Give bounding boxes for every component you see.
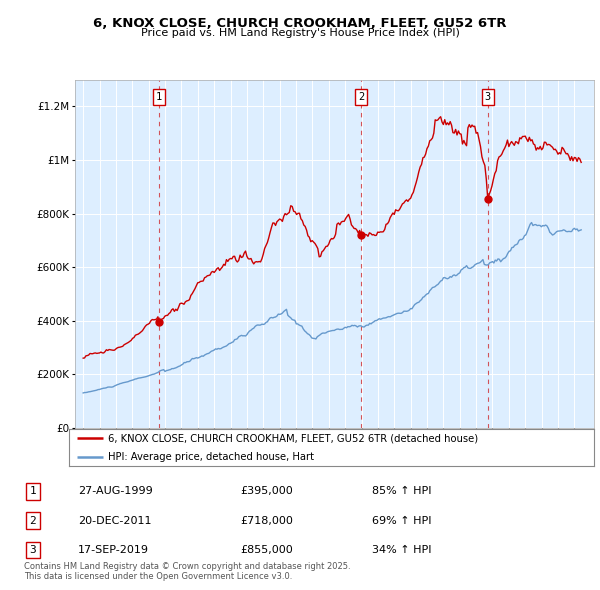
Text: 6, KNOX CLOSE, CHURCH CROOKHAM, FLEET, GU52 6TR: 6, KNOX CLOSE, CHURCH CROOKHAM, FLEET, G… — [93, 17, 507, 30]
Text: £855,000: £855,000 — [240, 545, 293, 555]
Text: 6, KNOX CLOSE, CHURCH CROOKHAM, FLEET, GU52 6TR (detached house): 6, KNOX CLOSE, CHURCH CROOKHAM, FLEET, G… — [109, 433, 479, 443]
Text: 69% ↑ HPI: 69% ↑ HPI — [372, 516, 431, 526]
Text: 3: 3 — [29, 545, 37, 555]
Text: £395,000: £395,000 — [240, 487, 293, 496]
Text: 20-DEC-2011: 20-DEC-2011 — [78, 516, 151, 526]
Text: Contains HM Land Registry data © Crown copyright and database right 2025.
This d: Contains HM Land Registry data © Crown c… — [24, 562, 350, 581]
Text: 2: 2 — [29, 516, 37, 526]
Text: 17-SEP-2019: 17-SEP-2019 — [78, 545, 149, 555]
Text: 1: 1 — [156, 92, 163, 102]
Text: 85% ↑ HPI: 85% ↑ HPI — [372, 487, 431, 496]
Text: 34% ↑ HPI: 34% ↑ HPI — [372, 545, 431, 555]
Text: £718,000: £718,000 — [240, 516, 293, 526]
Text: HPI: Average price, detached house, Hart: HPI: Average price, detached house, Hart — [109, 452, 314, 462]
Text: 2: 2 — [358, 92, 364, 102]
Text: Price paid vs. HM Land Registry's House Price Index (HPI): Price paid vs. HM Land Registry's House … — [140, 28, 460, 38]
Text: 27-AUG-1999: 27-AUG-1999 — [78, 487, 153, 496]
Text: 1: 1 — [29, 487, 37, 496]
Text: 3: 3 — [485, 92, 491, 102]
